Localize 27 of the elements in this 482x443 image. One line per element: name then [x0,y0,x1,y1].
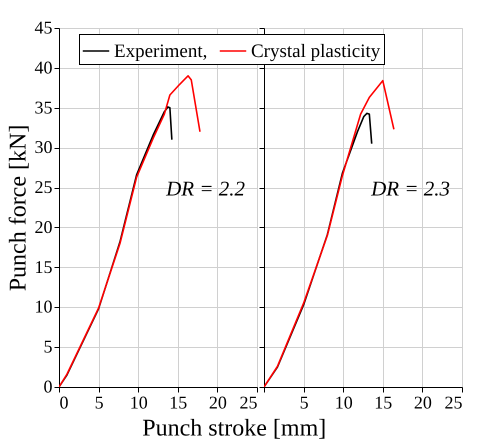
annotation: DR = 2.2 [165,176,246,201]
x-tick-label: 20 [414,392,432,412]
y-tick-label: 5 [44,336,52,357]
x-tick-label: 25 [444,392,462,412]
annotation: DR = 2.3 [370,176,450,201]
x-tick-label: 10 [130,392,148,412]
x-tick-label: 15 [374,392,392,412]
x-tick-label: 5 [94,392,104,412]
y-tick-label: 10 [34,296,52,317]
legend-label: Experiment, [114,41,208,62]
x-axis-title: Punch stroke [mm] [142,416,326,442]
x-tick-label: 10 [334,392,353,412]
y-tick-label: 15 [34,256,52,277]
y-tick-label: 25 [34,177,52,198]
x-tick-label: 20 [208,392,227,412]
x-tick-label: 25 [240,392,258,412]
y-tick-label: 40 [34,57,52,78]
legend-label: Crystal plasticity [251,41,381,62]
y-tick-label: 35 [34,97,52,118]
x-tick-label: 15 [169,392,188,412]
y-axis-title: Punch force [kN] [6,124,32,292]
y-tick-label: 30 [34,137,52,158]
y-tick-label: 0 [44,376,52,396]
x-tick-label: 5 [300,392,309,412]
x-tick-label: 0 [60,392,68,412]
y-tick-label: 45 [34,18,52,38]
y-tick-label: 20 [34,216,52,237]
